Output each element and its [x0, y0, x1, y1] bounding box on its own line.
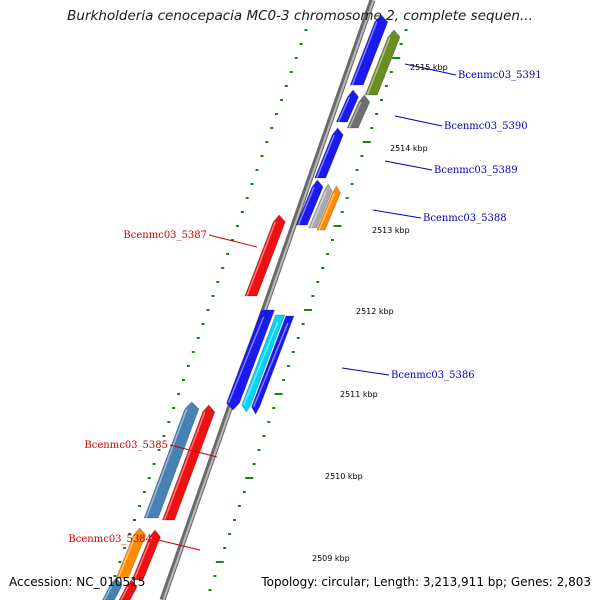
gene-label[interactable]: Bcenmc03_5384	[68, 534, 152, 545]
label-leader	[341, 367, 390, 376]
gene-feature[interactable]	[241, 314, 286, 413]
gene-labels[interactable]: Bcenmc03_5391 Bcenmc03_5390 Bcenmc03_5389 B…	[68, 70, 541, 545]
scale-label: 2510 kbp	[325, 472, 363, 481]
accession-label: Accession: NC_010515	[9, 575, 146, 589]
gene-label[interactable]: Bcenmc03_5391	[458, 70, 542, 81]
gene-highlight	[316, 134, 335, 179]
gene-highlight	[366, 36, 391, 96]
gene-feature[interactable]	[364, 29, 401, 96]
gene-feature[interactable]	[308, 183, 333, 229]
gene-label[interactable]: Bcenmc03_5390	[444, 121, 528, 132]
gene-label[interactable]: Bcenmc03_5388	[423, 213, 507, 224]
gene-feature[interactable]	[349, 14, 389, 86]
label-leader	[394, 115, 443, 127]
gene-label[interactable]: Bcenmc03_5389	[434, 165, 518, 176]
gene-highlight	[351, 21, 378, 86]
gene-highlight	[133, 536, 153, 581]
gene-highlight	[297, 186, 315, 226]
gene-feature[interactable]	[131, 529, 161, 581]
scale-label: 2511 kbp	[340, 390, 378, 399]
gene-feature[interactable]	[115, 527, 147, 579]
label-leader	[169, 444, 218, 458]
gene-feature[interactable]	[251, 315, 295, 415]
backbone-highlight	[162, 0, 375, 600]
gene-feature[interactable]	[295, 179, 324, 226]
label-leader	[404, 63, 457, 76]
gene-highlight	[145, 408, 188, 519]
scale-label: 2515 kbp	[410, 63, 448, 72]
gene-highlight	[227, 316, 265, 404]
gene-label[interactable]: Bcenmc03_5387	[123, 230, 207, 241]
gene-feature[interactable]	[316, 185, 341, 231]
gene-feature[interactable]	[102, 577, 123, 600]
label-leader	[208, 234, 258, 248]
gene-highlight	[246, 221, 276, 297]
gene-feature[interactable]	[143, 401, 200, 519]
scale-label: 2513 kbp	[372, 226, 410, 235]
gene-feature[interactable]	[335, 89, 359, 123]
gene-highlight	[163, 411, 206, 521]
gene-feature[interactable]	[161, 404, 216, 521]
gene-feature[interactable]	[244, 214, 286, 297]
topology-stats: Topology: circular; Length: 3,213,911 bp…	[261, 575, 591, 589]
gene-highlight	[348, 101, 362, 129]
gene-features	[102, 14, 401, 600]
label-leader	[153, 538, 201, 551]
gene-highlight	[252, 322, 289, 408]
gene-highlight	[337, 96, 351, 123]
sequence-title: Burkholderia cenocepacia MC0-3 chromosom…	[67, 8, 533, 24]
gene-highlight	[103, 584, 113, 600]
scale-label: 2509 kbp	[312, 554, 350, 563]
gene-highlight	[243, 321, 279, 406]
scale-label: 2514 kbp	[390, 144, 428, 153]
tick-marks	[108, 29, 408, 591]
gene-feature[interactable]	[226, 309, 276, 411]
gene-highlight	[120, 586, 129, 600]
chromosome-backbone	[159, 0, 376, 600]
label-leader	[384, 160, 433, 171]
scale-labels: 2515 kbp 2514 kbp 2513 kbp 2512 kbp 2511 kbp…	[312, 63, 448, 563]
label-leader	[372, 209, 422, 219]
gene-highlight	[318, 192, 336, 231]
gene-highlight	[117, 534, 137, 579]
scale-label: 2512 kbp	[356, 307, 394, 316]
gene-feature[interactable]	[346, 94, 371, 129]
gene-label[interactable]: Bcenmc03_5386	[391, 370, 475, 381]
gene-feature[interactable]	[314, 127, 344, 179]
gene-highlight	[310, 190, 327, 229]
label-leader-lines	[153, 63, 457, 551]
gene-label[interactable]: Bcenmc03_5385	[84, 440, 168, 451]
gene-feature[interactable]	[118, 579, 138, 600]
